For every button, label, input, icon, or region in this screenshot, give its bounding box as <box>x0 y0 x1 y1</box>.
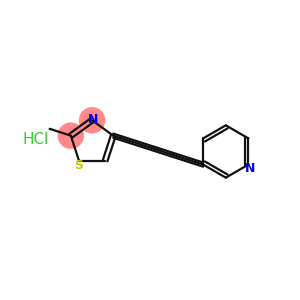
Circle shape <box>80 108 104 133</box>
Circle shape <box>58 123 83 148</box>
Text: S: S <box>74 160 83 172</box>
Text: N: N <box>245 162 255 175</box>
Text: HCl: HCl <box>22 132 49 147</box>
Text: N: N <box>88 113 98 126</box>
